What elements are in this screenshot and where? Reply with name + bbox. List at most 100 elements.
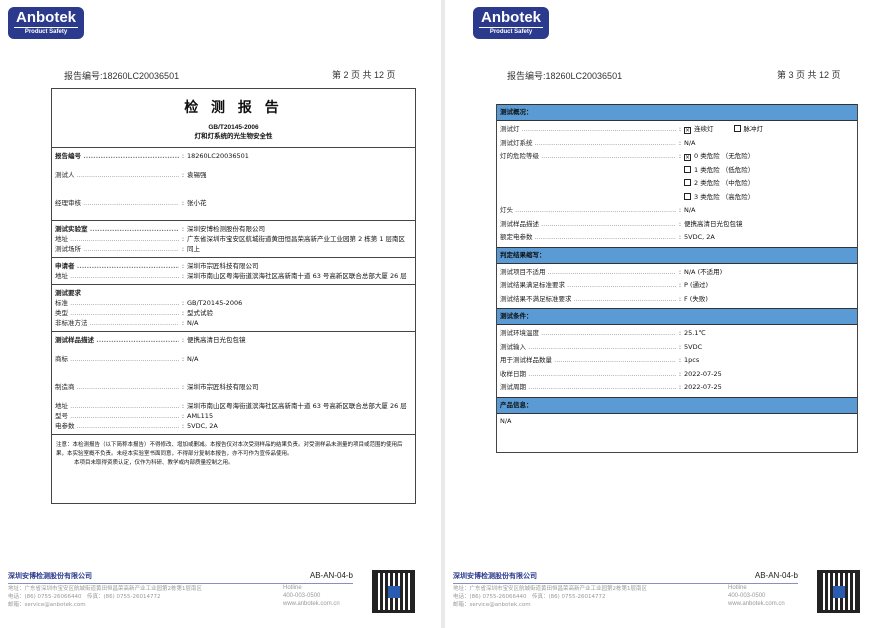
checkbox-option[interactable]: 1 类危险 （低危险） (684, 165, 754, 174)
row-label: 测试周期 (500, 381, 676, 395)
table-row: 2 类危险 （中危险） (497, 177, 857, 191)
table-row: 额定电参数:5VDC, 2A (497, 231, 857, 245)
row-value: 5VDC, 2A (684, 233, 715, 241)
row-label: 类型 (55, 308, 179, 318)
table-row: 制造商:深圳市宗匠科技有限公司 (52, 373, 415, 401)
row-colon: : (678, 219, 682, 228)
checkbox-label: 0 类危险 （无危险） (694, 152, 755, 160)
row-colon: : (678, 383, 682, 391)
row-value: N/A (684, 138, 696, 147)
row-value: 1 类危险 （低危险） (684, 164, 857, 178)
row-colon: : (181, 309, 185, 317)
row-value: 2022-07-25 (684, 383, 722, 391)
row-label (500, 177, 676, 191)
anbotek-logo: Anbotek Product Safety (473, 7, 549, 39)
page-number: 第 2 页 共 12 页 (332, 70, 396, 80)
table-row: 收样日期:2022-07-25 (497, 368, 857, 382)
row-value: 1pcs (684, 356, 700, 364)
report-title: 检 测 报 告 (184, 100, 283, 116)
row-value (187, 288, 415, 298)
row-label: 测试结果不满足标准要求 (500, 293, 676, 307)
row-label: 测试要求 (55, 289, 81, 297)
footer-phone: 电话：(86) 0755-26066440 传真：(86) 0755-26014… (8, 594, 161, 600)
row-colon: : (181, 336, 185, 344)
row-value: 深圳市南山区粤海街道滨海社区高新南十道 63 号高新区联合总部大厦 26 层 (187, 272, 407, 280)
table-row: 地址:深圳市南山区粤海街道滨海社区高新南十道 63 号高新区联合总部大厦 26 … (52, 271, 415, 281)
report-summary-table: 检 测 报 告 GB/T20145-2006 灯和灯系统的光生物安全性 报告编号… (51, 88, 416, 504)
row-label: 测试样品描述 (55, 335, 179, 345)
row-value: 深圳市宗匠科技有限公司 (187, 262, 259, 270)
footer-email: 邮箱：service@anbotek.com (453, 602, 531, 608)
row-value: 型式试验 (187, 309, 213, 317)
row-value: 袁锡强 (187, 171, 207, 179)
row-value: AML115 (187, 412, 214, 420)
row-label: 地址 (55, 271, 179, 281)
footer-phone: 电话：(86) 0755-26066440 传真：(86) 0755-26014… (453, 594, 606, 600)
row-colon: : (181, 402, 185, 410)
row-colon: : (181, 299, 185, 307)
standard-title: 灯和灯系统的光生物安全性 (194, 133, 273, 140)
table-row: 测试灯系统:N/A (497, 137, 857, 151)
row-value: × 0 类危险 （无危险） (684, 150, 857, 164)
row-colon (676, 164, 684, 178)
unchecked-box-icon (684, 179, 691, 186)
table-row: 标准:GB/T20145-2006 (52, 298, 415, 308)
table-section: 测试实验室:深圳安博检测股份有限公司地址:广东省深圳市宝安区航城街道黄田恒昌荣高… (52, 220, 415, 257)
row-value: 5VDC (684, 342, 703, 351)
table-row: 型号:AML115 (52, 411, 415, 421)
table-row: 测试结果不满足标准要求:F (失败) (497, 293, 857, 307)
row-label: 电参数 (55, 421, 179, 431)
row-value: 深圳安博检测股份有限公司 (187, 225, 265, 233)
row-value: F (失败) (684, 294, 708, 303)
row-colon (676, 191, 684, 205)
checkbox-option[interactable]: 脉冲灯 (733, 125, 763, 133)
row-label: 测试实验室 (55, 224, 179, 234)
row-label: 测试结果满足标准要求 (500, 279, 676, 293)
checkbox-option[interactable]: × 0 类危险 （无危险） (684, 152, 755, 161)
checkbox-option[interactable]: × 连续灯 (684, 125, 714, 134)
row-value: 2022-07-25 (684, 369, 722, 378)
row-colon: : (181, 225, 185, 233)
section-body: 测试环境温度:25.1℃测试输入:5VDC用于测试样品数量:1pcs收样日期:2… (497, 325, 857, 397)
row-colon: : (678, 281, 682, 289)
page-number: 第 3 页 共 12 页 (777, 70, 841, 80)
row-label (500, 164, 676, 178)
table-row: 测试输入:5VDC (497, 341, 857, 355)
table-row: 测试周期:2022-07-25 (497, 381, 857, 395)
row-colon: : (181, 171, 185, 179)
row-colon: : (181, 383, 185, 391)
document-code: AB-AN-04-b (309, 571, 353, 580)
row-value: 深圳市南山区粤海街道滨海社区高新南十道 63 号高新区联合总部大厦 26 层 (187, 402, 407, 410)
row-value: N/A (684, 206, 696, 214)
page-footer: 深圳安博检测股份有限公司 AB-AN-04-b 地址：广东省深圳市宝安区航城街道… (453, 571, 798, 609)
row-value: 同上 (187, 245, 200, 253)
checkbox-option[interactable]: 3 类危险 （高危险） (684, 192, 754, 201)
footer-company: 深圳安博检测股份有限公司 (8, 572, 92, 580)
row-value: GB/T20145-2006 (187, 299, 243, 307)
table-row: 商标:N/A (52, 345, 415, 373)
row-value: 张小花 (187, 199, 207, 207)
table-row: 测试人:袁锡强 (52, 161, 415, 189)
row-label: 测试灯 (500, 123, 676, 137)
row-value: 深圳市宗匠科技有限公司 (187, 383, 259, 391)
row-colon: : (181, 235, 185, 243)
table-row: 申请者:深圳市宗匠科技有限公司 (52, 261, 415, 271)
row-colon: : (678, 329, 682, 337)
row-colon: : (678, 342, 682, 351)
row-label: 商标 (55, 354, 179, 364)
section-header: 测试概况： (497, 104, 857, 121)
report-number: 报告编号:18260LC20036501 (507, 71, 623, 81)
row-colon: : (678, 356, 682, 364)
row-label: 灯头 (500, 204, 676, 218)
row-value: 25.1℃ (684, 329, 706, 337)
row-colon: : (678, 233, 682, 241)
standard-code: GB/T20145-2006 (208, 124, 259, 131)
row-colon: : (678, 125, 682, 133)
checkbox-option[interactable]: 2 类危险 （中危险） (684, 179, 754, 187)
row-label: 测试人 (55, 170, 179, 180)
table-row: 经理审核:张小花 (52, 189, 415, 217)
row-label: 用于测试样品数量 (500, 354, 676, 368)
